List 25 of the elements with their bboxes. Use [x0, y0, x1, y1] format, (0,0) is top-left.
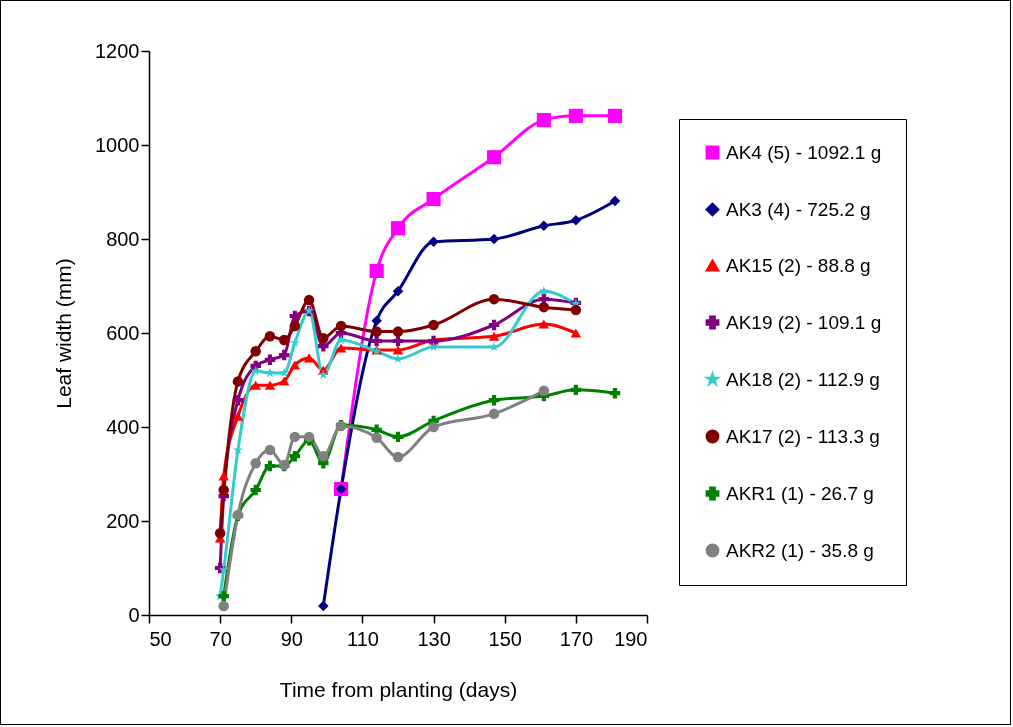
legend-label: AK3 (4) - 725.2 g: [726, 198, 871, 220]
x-tick-label: 130: [417, 627, 451, 650]
legend-label: AKR1 (1) - 26.7 g: [726, 482, 874, 504]
x-tick-label: 150: [488, 627, 522, 650]
x-tick-label: 170: [559, 627, 594, 650]
x-tick-label: 190: [614, 627, 648, 650]
legend-label: AK15 (2) - 88.8 g: [726, 254, 871, 276]
y-tick-label: 1000: [95, 133, 140, 156]
x-tick-label: 110: [346, 627, 379, 650]
y-tick-label: 400: [106, 415, 140, 438]
x-axis-title: Time from planting (days): [279, 677, 518, 701]
x-tick-label: 90: [280, 627, 303, 650]
x-tick-label: 70: [209, 627, 232, 650]
y-tick-label: 0: [128, 603, 140, 626]
y-tick-label: 200: [106, 509, 140, 532]
legend-label: AKR2 (1) - 35.8 g: [726, 539, 874, 561]
legend-label: AK17 (2) - 113.3 g: [726, 425, 880, 447]
y-axis-title: Leaf width (mm): [52, 258, 76, 409]
y-tick-label: 600: [106, 321, 140, 344]
y-tick-label: 1200: [95, 39, 140, 62]
y-tick-label: 800: [106, 227, 140, 250]
legend-label: AK19 (2) - 109.1 g: [726, 311, 882, 333]
x-tick-label: 50: [149, 627, 172, 650]
legend-label: AK18 (2) - 112.9 g: [726, 368, 880, 390]
legend-label: AK4 (5) - 1092.1 g: [726, 141, 882, 163]
